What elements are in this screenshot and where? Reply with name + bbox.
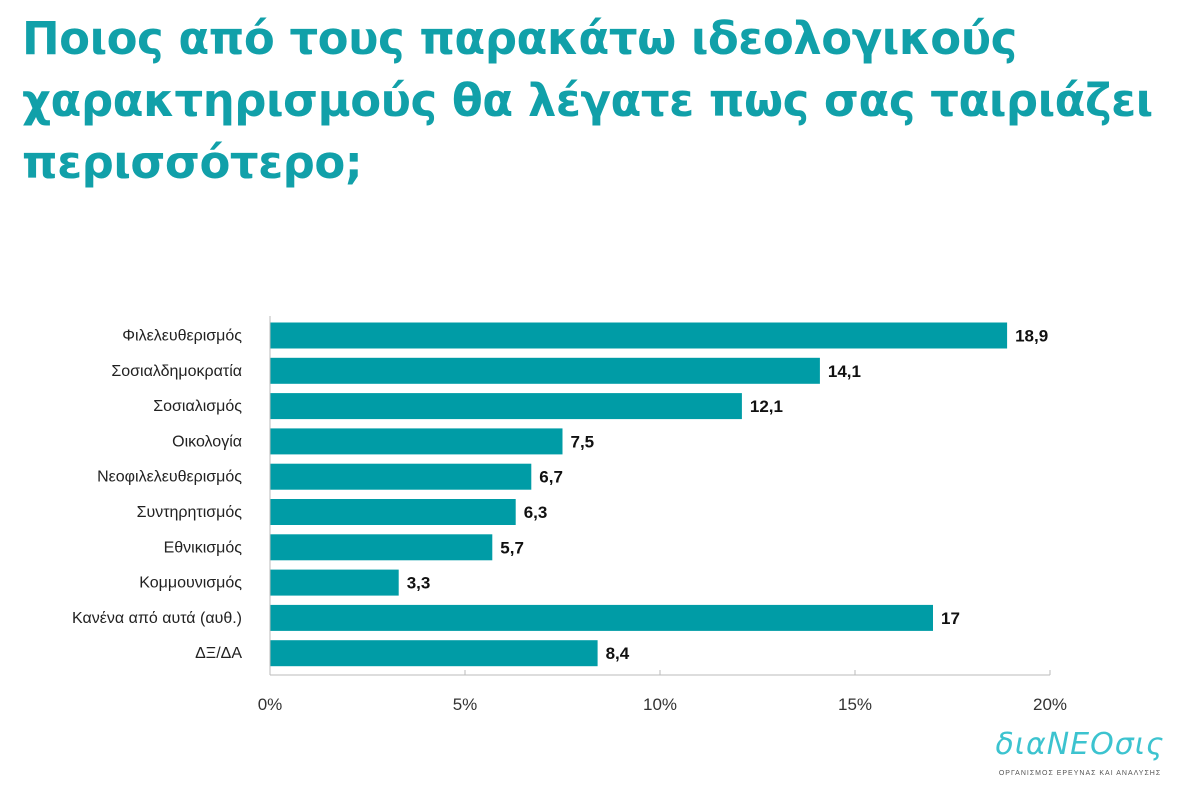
category-label: Φιλελευθερισμός <box>122 328 242 345</box>
bar <box>270 357 820 384</box>
value-label: 8,4 <box>606 644 630 663</box>
category-label: ΔΞ/ΔΑ <box>195 645 242 662</box>
value-label: 6,7 <box>539 468 563 487</box>
value-label: 6,3 <box>524 503 548 522</box>
category-label: Νεοφιλελευθερισμός <box>97 469 242 486</box>
category-label: Κομμουνισμός <box>139 575 242 592</box>
value-label: 7,5 <box>571 432 595 451</box>
dianeosis-logo: διαNEOσις ΟΡΓΑΝΙΣΜΟΣ ΕΡΕΥΝΑΣ ΚΑΙ ΑΝΑΛΥΣΗ… <box>980 727 1180 778</box>
x-tick-label: 15% <box>838 695 872 714</box>
value-label: 14,1 <box>828 362 861 381</box>
chart-title: Ποιος από τους παρακάτω ιδεολογικούς χαρ… <box>22 12 1153 189</box>
logo-subtitle: ΟΡΓΑΝΙΣΜΟΣ ΕΡΕΥΝΑΣ ΚΑΙ ΑΝΑΛΥΣΗΣ <box>998 770 1162 777</box>
x-tick-label: 20% <box>1033 695 1067 714</box>
x-tick-label: 5% <box>453 695 478 714</box>
bar <box>270 322 1008 349</box>
x-tick-label: 0% <box>258 695 283 714</box>
category-label: Οικολογία <box>172 433 242 450</box>
bar <box>270 534 493 561</box>
value-label: 3,3 <box>407 574 431 593</box>
value-label: 5,7 <box>500 538 524 557</box>
category-label: Εθνικισμός <box>164 539 243 556</box>
bar <box>270 428 563 455</box>
category-label: Κανένα από αυτά (αυθ.) <box>72 610 242 627</box>
bar <box>270 569 399 596</box>
value-label: 18,9 <box>1015 327 1048 346</box>
logo-name: διαNEOσις <box>995 727 1165 762</box>
category-label: Συντηρητισμός <box>137 504 243 521</box>
category-label: Σοσιαλδημοκρατία <box>111 363 242 380</box>
value-label: 12,1 <box>750 397 783 416</box>
category-label: Σοσιαλισμός <box>153 398 242 415</box>
bar <box>270 463 532 490</box>
bar <box>270 604 933 631</box>
x-tick-label: 10% <box>643 695 677 714</box>
bar <box>270 393 742 420</box>
bar <box>270 499 516 525</box>
value-label: 17 <box>941 609 960 628</box>
bar <box>270 640 598 667</box>
